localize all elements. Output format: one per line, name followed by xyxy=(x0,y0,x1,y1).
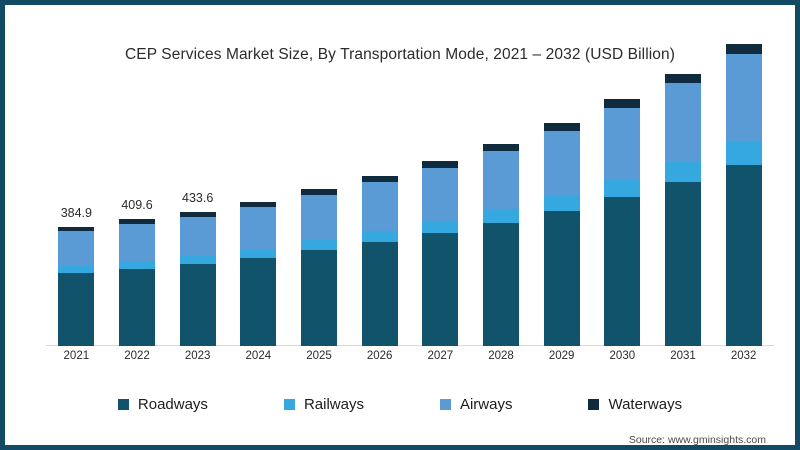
bar-segment-airways-2027[interactable] xyxy=(422,168,459,221)
bar-2030[interactable] xyxy=(604,99,641,346)
x-tick-2031: 2031 xyxy=(670,350,696,362)
bar-segment-airways-2024[interactable] xyxy=(240,207,277,249)
legend-item-roadways[interactable]: Roadways xyxy=(117,396,208,413)
plot-area: 384.9 409.6 433.6 xyxy=(46,44,774,346)
bar-2026[interactable] xyxy=(361,176,398,346)
bar-segment-waterways-2023[interactable] xyxy=(179,212,216,217)
bar-segment-waterways-2026[interactable] xyxy=(361,176,398,182)
legend-swatch-icon-railways xyxy=(283,399,295,410)
x-tick-2024: 2024 xyxy=(245,350,272,362)
bar-segment-roadways-2029[interactable] xyxy=(543,211,580,346)
legend-swatch-icon-waterways xyxy=(588,399,600,410)
bar-value-label-2022: 409.6 xyxy=(121,198,153,212)
bar-segment-railways-2023[interactable] xyxy=(179,256,216,264)
bar-segment-airways-2022[interactable] xyxy=(119,224,155,261)
x-tick-2026: 2026 xyxy=(366,350,393,362)
bar-segment-waterways-2029[interactable] xyxy=(543,123,580,131)
bar-segment-roadways-2028[interactable] xyxy=(483,223,519,346)
bar-segment-waterways-2024[interactable] xyxy=(240,202,277,207)
legend-item-airways[interactable]: Airways xyxy=(439,396,513,413)
bar-segment-roadways-2031[interactable] xyxy=(665,182,701,346)
bar-segment-waterways-2025[interactable] xyxy=(301,189,337,195)
bar-segment-roadways-2026[interactable] xyxy=(361,242,398,346)
bar-2027[interactable] xyxy=(422,161,459,346)
x-tick-2022: 2022 xyxy=(124,350,150,362)
bar-2022[interactable]: 409.6 xyxy=(119,198,155,346)
bar-segment-roadways-2032[interactable] xyxy=(725,165,762,346)
legend-item-waterways[interactable]: Waterways xyxy=(588,396,682,413)
x-tick-2025: 2025 xyxy=(306,350,332,362)
bar-segment-airways-2023[interactable] xyxy=(179,217,216,256)
bar-segment-railways-2029[interactable] xyxy=(543,195,580,211)
legend-label: Airways xyxy=(459,396,513,413)
bar-segment-airways-2032[interactable] xyxy=(725,54,762,142)
chart-title: CEP Services Market Size, By Transportat… xyxy=(125,46,675,63)
bar-segment-roadways-2021[interactable] xyxy=(58,273,95,346)
bar-2024[interactable] xyxy=(240,202,277,346)
bar-segment-railways-2021[interactable] xyxy=(58,266,95,273)
bar-value-label-2021: 384.9 xyxy=(60,206,92,220)
bar-segment-airways-2028[interactable] xyxy=(483,151,519,209)
bar-value-label-2023: 433.6 xyxy=(182,191,214,205)
bar-segment-railways-2030[interactable] xyxy=(604,179,641,197)
chart-inner-frame: CEP Services Market Size, By Transportat… xyxy=(9,9,791,446)
bar-segment-roadways-2023[interactable] xyxy=(179,264,216,346)
chart-legend: Roadways Railways Airways Waterways xyxy=(10,396,790,413)
bar-segment-waterways-2030[interactable] xyxy=(604,99,641,108)
bar-segment-airways-2026[interactable] xyxy=(361,182,398,231)
bar-segment-roadways-2030[interactable] xyxy=(604,197,641,346)
bar-segment-airways-2031[interactable] xyxy=(665,83,701,162)
x-tick-2023: 2023 xyxy=(184,350,211,362)
bar-segment-railways-2024[interactable] xyxy=(240,249,277,258)
bar-segment-airways-2030[interactable] xyxy=(604,108,641,179)
x-tick-2029: 2029 xyxy=(548,350,575,362)
bar-segment-railways-2025[interactable] xyxy=(301,240,337,250)
legend-swatch-icon-roadways xyxy=(117,399,129,410)
legend-swatch-icon-airways xyxy=(439,399,451,410)
bar-segment-railways-2027[interactable] xyxy=(422,221,459,233)
x-tick-2032: 2032 xyxy=(730,350,757,362)
bar-segment-roadways-2024[interactable] xyxy=(240,258,277,346)
bar-segment-railways-2028[interactable] xyxy=(483,209,519,223)
bar-segment-railways-2031[interactable] xyxy=(665,162,701,182)
bar-2021[interactable]: 384.9 xyxy=(58,206,95,346)
x-tick-2030: 2030 xyxy=(609,350,636,362)
bar-2028[interactable] xyxy=(483,144,519,346)
bar-2023[interactable]: 433.6 xyxy=(179,191,216,346)
bar-segment-roadways-2027[interactable] xyxy=(422,233,459,346)
bar-segment-roadways-2022[interactable] xyxy=(119,269,155,346)
x-tick-2028: 2028 xyxy=(488,350,514,362)
bar-2031[interactable] xyxy=(665,74,701,346)
bar-segment-waterways-2021[interactable] xyxy=(58,227,95,231)
legend-label: Railways xyxy=(303,396,364,413)
bar-segment-waterways-2032[interactable] xyxy=(725,44,762,54)
bar-segment-railways-2032[interactable] xyxy=(725,142,762,165)
bar-segment-railways-2022[interactable] xyxy=(119,261,155,269)
bar-2025[interactable] xyxy=(301,189,337,346)
bar-segment-waterways-2027[interactable] xyxy=(422,161,459,168)
bar-segment-airways-2021[interactable] xyxy=(58,231,95,266)
legend-item-railways[interactable]: Railways xyxy=(283,396,364,413)
bar-segment-waterways-2022[interactable] xyxy=(119,219,155,224)
bar-2032[interactable] xyxy=(725,44,762,346)
bar-segment-roadways-2025[interactable] xyxy=(301,250,337,346)
x-axis-line xyxy=(46,345,774,346)
x-axis-labels: 2021 2022 2023 2024 2025 2026 2027 2028 2029 2030… xyxy=(46,350,774,372)
bar-2029[interactable] xyxy=(543,123,580,346)
bar-segment-waterways-2028[interactable] xyxy=(483,144,519,151)
bar-segment-railways-2026[interactable] xyxy=(361,231,398,242)
bar-segment-airways-2025[interactable] xyxy=(301,195,337,240)
source-note: Source: www.gminsights.com xyxy=(628,434,766,446)
x-tick-2027: 2027 xyxy=(427,350,454,362)
bar-segment-airways-2029[interactable] xyxy=(543,131,580,195)
legend-label: Waterways xyxy=(608,396,683,413)
x-tick-2021: 2021 xyxy=(63,350,90,362)
legend-label: Roadways xyxy=(137,396,208,413)
bar-segment-waterways-2031[interactable] xyxy=(665,74,701,83)
